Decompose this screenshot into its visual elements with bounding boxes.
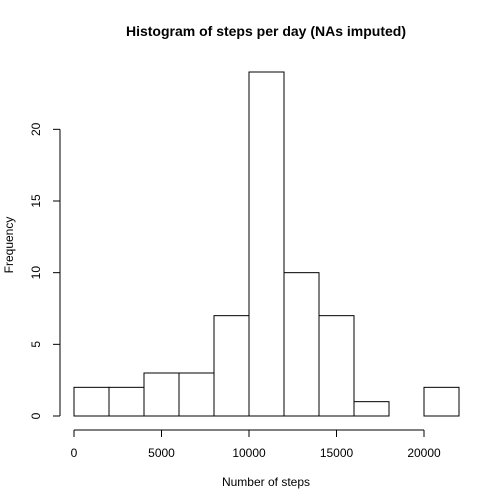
y-tick-label: 0: [29, 412, 43, 419]
histogram-bar: [318, 315, 355, 417]
x-axis-label: Number of steps: [222, 475, 310, 489]
x-tick-label: 20000: [407, 446, 441, 460]
histogram-bar: [143, 372, 180, 417]
chart-title: Histogram of steps per day (NAs imputed): [126, 23, 406, 39]
y-tick-label: 10: [29, 266, 43, 280]
histogram-bar: [423, 386, 460, 417]
histogram-bar: [178, 372, 215, 417]
x-axis: 0 5000 10000 15000 20000: [71, 429, 441, 460]
y-tick-label: 15: [29, 194, 43, 208]
histogram-bar: [213, 315, 250, 417]
x-tick-label: 15000: [320, 446, 354, 460]
histogram-bar: [108, 386, 145, 417]
histogram-bar: [248, 71, 285, 417]
x-tick-label: 0: [71, 446, 78, 460]
y-axis: 0 5 10 15 20: [29, 122, 61, 419]
y-tick-label: 20: [29, 122, 43, 136]
histogram-bar: [283, 272, 320, 417]
x-tick-label: 10000: [232, 446, 266, 460]
bars-group: [73, 71, 460, 417]
x-tick-label: 5000: [148, 446, 175, 460]
histogram-bar: [73, 386, 110, 417]
y-tick-label: 5: [29, 341, 43, 348]
y-axis-label: Frequency: [2, 217, 16, 274]
histogram-bar: [353, 401, 390, 417]
